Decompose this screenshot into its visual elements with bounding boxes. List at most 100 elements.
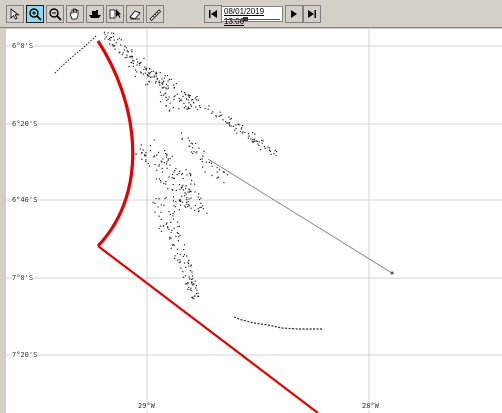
position-point (120, 39, 122, 41)
position-point (180, 132, 183, 134)
position-point (188, 204, 190, 206)
position-point (182, 184, 184, 186)
position-point (240, 128, 242, 130)
position-point (154, 163, 156, 166)
lon-label-29w: 29°W (138, 402, 155, 410)
position-point (170, 237, 172, 239)
measure-icon[interactable] (146, 5, 164, 23)
lat-label-7-0: 7°0'S (12, 274, 34, 282)
skip-to-end-icon[interactable] (303, 5, 321, 23)
position-point (186, 201, 188, 203)
position-point (268, 149, 271, 151)
position-point (159, 179, 162, 182)
position-point (156, 73, 158, 75)
position-point (172, 212, 174, 215)
position-point (160, 211, 162, 213)
position-point (138, 64, 140, 66)
position-point (174, 170, 176, 172)
position-point (194, 209, 196, 211)
position-point (253, 138, 256, 140)
northwest-track (53, 35, 97, 75)
position-point (178, 100, 180, 103)
position-point (149, 165, 151, 167)
position-point (242, 131, 244, 133)
position-point (149, 68, 151, 70)
position-point (185, 206, 187, 208)
position-point (180, 267, 182, 269)
position-point (156, 78, 158, 80)
position-point (181, 137, 183, 139)
position-point (252, 141, 254, 144)
position-point (138, 62, 140, 64)
eraser-icon[interactable] (126, 5, 144, 23)
position-point (225, 121, 227, 123)
position-point (177, 259, 179, 261)
position-point (268, 147, 270, 149)
position-point (208, 161, 211, 163)
position-point (194, 191, 196, 193)
position-point (202, 155, 204, 157)
ship-icon[interactable] (86, 5, 104, 23)
position-point (164, 198, 166, 200)
position-point (168, 228, 170, 230)
position-point (196, 151, 198, 153)
position-point (140, 62, 142, 64)
position-points (103, 31, 278, 300)
position-point (163, 80, 165, 82)
map-canvas[interactable]: 6°0'S 6°20'S 6°40'S 7°0'S 7°20'S 29°W 28… (6, 29, 502, 413)
position-point (195, 285, 197, 287)
position-point (183, 102, 185, 104)
position-point (169, 164, 171, 166)
position-point (166, 99, 168, 102)
position-point (198, 295, 200, 297)
position-point (197, 295, 199, 297)
position-point (131, 61, 133, 64)
position-point (185, 169, 187, 171)
pan-hand-icon[interactable] (66, 5, 84, 23)
position-point (123, 49, 125, 51)
position-point (261, 142, 263, 144)
position-point (174, 95, 176, 97)
position-point (166, 167, 168, 169)
lat-label-6-40: 6°40'S (12, 196, 38, 204)
position-point (113, 39, 115, 41)
position-point (155, 75, 157, 77)
position-point (184, 205, 186, 207)
position-point (192, 147, 194, 149)
pointer-arrow-icon[interactable] (6, 5, 24, 23)
position-point (161, 82, 163, 84)
time-slider[interactable]: 08/01/2019 13:06 (221, 6, 283, 26)
play-forward-icon[interactable] (285, 5, 303, 23)
position-point (179, 200, 181, 202)
position-point (162, 81, 165, 83)
zoom-out-icon[interactable] (46, 5, 64, 23)
skip-to-start-icon[interactable] (204, 5, 222, 23)
position-point (179, 234, 181, 236)
position-point (204, 171, 206, 173)
position-point (143, 57, 145, 59)
position-point (173, 84, 175, 86)
position-point (176, 248, 178, 250)
position-point (235, 127, 237, 130)
map-layer[interactable] (6, 29, 502, 413)
position-point (191, 179, 193, 181)
position-point (178, 236, 180, 238)
select-cursor-icon[interactable] (106, 5, 124, 23)
position-point (179, 170, 181, 172)
position-point (122, 52, 124, 54)
position-point (178, 172, 180, 174)
position-point (179, 204, 181, 206)
time-slider-thumb[interactable] (243, 17, 248, 21)
position-point (228, 122, 231, 124)
position-point (269, 150, 271, 152)
position-point (167, 80, 169, 82)
position-point (172, 184, 174, 186)
position-point (188, 259, 190, 261)
position-point (238, 124, 240, 126)
lon-label-28w: 28°W (362, 402, 379, 410)
zoom-in-icon[interactable] (26, 5, 44, 23)
position-point (164, 149, 166, 152)
position-point (153, 155, 156, 157)
position-point (188, 262, 190, 265)
position-point (191, 99, 193, 101)
